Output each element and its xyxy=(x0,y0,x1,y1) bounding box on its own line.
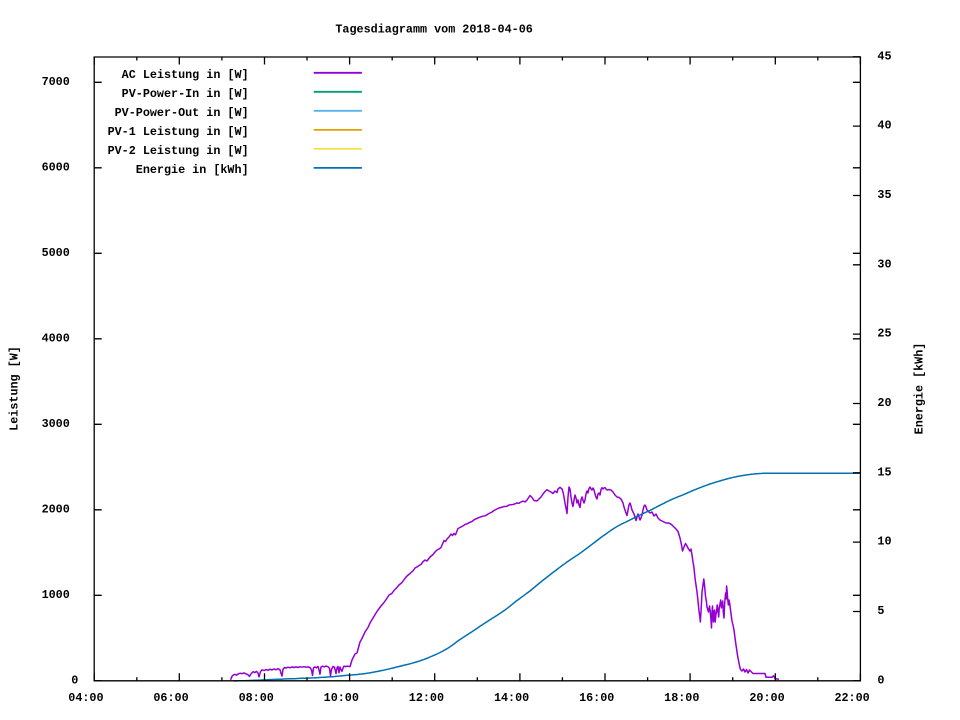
svg-text:5000: 5000 xyxy=(42,246,70,260)
svg-text:Energie in [kWh]: Energie in [kWh] xyxy=(136,163,249,177)
svg-text:40: 40 xyxy=(877,119,891,133)
svg-text:3000: 3000 xyxy=(42,417,70,431)
svg-text:10: 10 xyxy=(877,535,891,549)
svg-text:15: 15 xyxy=(877,465,891,479)
svg-text:4000: 4000 xyxy=(42,331,70,345)
svg-text:45: 45 xyxy=(877,49,891,63)
svg-text:AC Leistung in [W]: AC Leistung in [W] xyxy=(122,68,249,82)
svg-text:7000: 7000 xyxy=(42,75,70,89)
svg-text:10:00: 10:00 xyxy=(324,691,359,705)
svg-text:16:00: 16:00 xyxy=(579,691,614,705)
svg-text:6000: 6000 xyxy=(42,160,70,174)
svg-text:1000: 1000 xyxy=(42,588,70,602)
svg-text:14:00: 14:00 xyxy=(494,691,529,705)
svg-text:30: 30 xyxy=(877,257,891,271)
svg-text:20: 20 xyxy=(877,396,891,410)
svg-text:PV-1 Leistung in [W]: PV-1 Leistung in [W] xyxy=(108,125,249,139)
svg-text:PV-Power-In in [W]: PV-Power-In in [W] xyxy=(122,87,249,101)
svg-text:5: 5 xyxy=(877,604,884,618)
svg-text:Leistung [W]: Leistung [W] xyxy=(8,346,22,431)
svg-text:18:00: 18:00 xyxy=(664,691,699,705)
svg-text:0: 0 xyxy=(71,673,78,687)
svg-text:04:00: 04:00 xyxy=(68,691,103,705)
svg-text:Energie [kWh]: Energie [kWh] xyxy=(912,343,926,435)
svg-text:0: 0 xyxy=(877,673,884,687)
svg-text:PV-Power-Out in [W]: PV-Power-Out in [W] xyxy=(115,106,249,120)
svg-text:22:00: 22:00 xyxy=(834,691,869,705)
svg-text:20:00: 20:00 xyxy=(749,691,784,705)
svg-text:PV-2 Leistung in [W]: PV-2 Leistung in [W] xyxy=(108,144,249,158)
svg-text:2000: 2000 xyxy=(42,502,70,516)
svg-text:12:00: 12:00 xyxy=(409,691,444,705)
svg-text:35: 35 xyxy=(877,188,891,202)
svg-text:Tagesdiagramm vom 2018-04-06: Tagesdiagramm vom 2018-04-06 xyxy=(335,23,532,37)
svg-text:08:00: 08:00 xyxy=(239,691,274,705)
svg-text:06:00: 06:00 xyxy=(153,691,188,705)
svg-text:25: 25 xyxy=(877,327,891,341)
